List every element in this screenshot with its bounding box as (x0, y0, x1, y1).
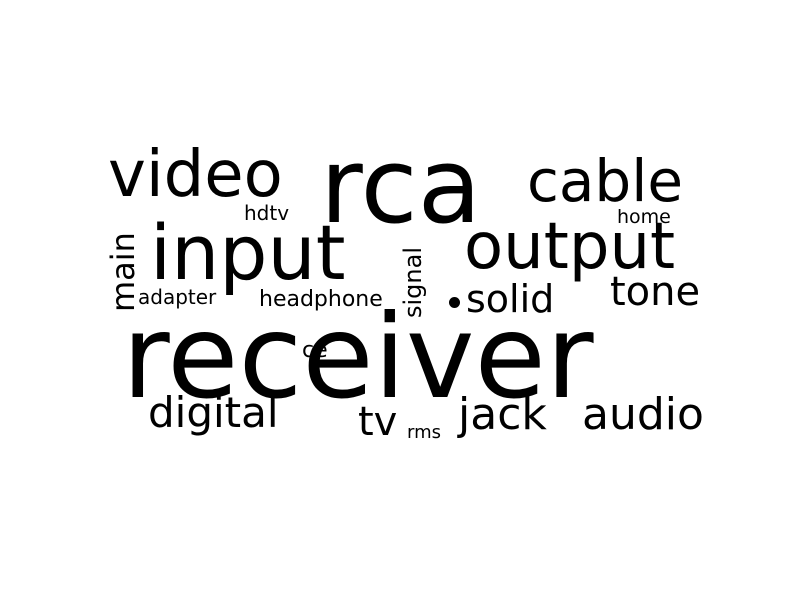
word-digital: digital (148, 388, 279, 437)
word-adapter: adapter (138, 285, 217, 309)
word-rca: rca (320, 125, 482, 247)
word-rms: rms (407, 422, 441, 443)
word-tv: tv (358, 399, 398, 445)
word-headphone: headphone (259, 287, 383, 312)
word-input: input (150, 208, 346, 297)
word-receiver: receiver (122, 290, 594, 425)
word-solid: solid (466, 277, 555, 321)
dot-mark (449, 297, 460, 308)
word-output: output (464, 210, 676, 284)
word-video: video (108, 138, 283, 212)
word-tone: tone (610, 269, 701, 315)
word-hdtv: hdtv (244, 201, 290, 225)
word-cable: cable (527, 147, 684, 215)
word-audio: audio (582, 389, 704, 440)
word-jack: jack (458, 389, 547, 440)
word-home: home (617, 206, 671, 228)
word-ce: ce (302, 338, 328, 363)
